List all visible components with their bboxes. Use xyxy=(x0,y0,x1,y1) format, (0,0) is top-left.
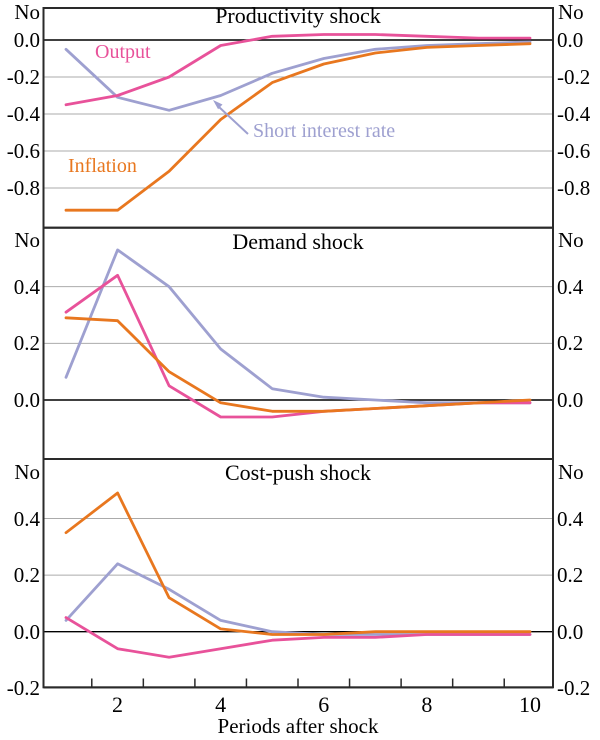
short-rate-line-label: Short interest rate xyxy=(253,120,396,142)
y-tick-label-left: 0.0 xyxy=(13,619,40,644)
y-tick-label-right: 0.2 xyxy=(557,563,584,588)
y-tick-label-left: 0.2 xyxy=(13,563,40,588)
series-line-short_rate-panel-2 xyxy=(64,248,532,405)
y-tick-label-right: 0.0 xyxy=(557,28,584,52)
x-tick-label: 4 xyxy=(215,692,227,717)
x-tick-label: 10 xyxy=(519,692,541,717)
y-tick-label-left: -0.6 xyxy=(6,139,40,163)
series-line-inflation-panel-3 xyxy=(64,491,532,636)
y-tick-label-left: -0.2 xyxy=(6,65,40,89)
y-tick-label-left: 0.4 xyxy=(13,274,40,299)
y-tick-label-right: 0.2 xyxy=(557,331,584,356)
y-tick-label-right: 0.4 xyxy=(557,274,584,299)
y-tick-label-right: -0.4 xyxy=(557,102,591,126)
y-tick-label-left: -0.8 xyxy=(6,176,40,200)
y-tick-label-right: -0.6 xyxy=(557,139,591,163)
y-tick-label-right: -0.8 xyxy=(557,176,591,200)
unit-label-left: No xyxy=(14,460,40,484)
series-line-output-panel-1 xyxy=(64,33,532,107)
series-line-inflation-panel-1 xyxy=(64,42,532,212)
y-tick-label-left: -0.4 xyxy=(6,102,40,126)
unit-label-right: No xyxy=(558,0,584,24)
y-tick-label-left: 0.2 xyxy=(13,331,40,356)
x-axis-title: Periods after shock xyxy=(217,714,379,738)
inflation-line-label: Inflation xyxy=(68,155,137,177)
y-tick-label-left: 0.0 xyxy=(13,28,40,52)
series-line-output-panel-3 xyxy=(64,616,532,659)
panel-title-demand: Demand shock xyxy=(232,229,364,254)
panel-title-productivity: Productivity shock xyxy=(215,3,381,28)
y-tick-label-right: -0.2 xyxy=(557,676,591,701)
y-tick-label-right: 0.0 xyxy=(557,619,584,644)
y-tick-label-left: -0.2 xyxy=(6,676,40,701)
x-tick-label: 8 xyxy=(421,692,433,717)
y-tick-label-left: 0.4 xyxy=(13,506,40,531)
y-tick-label-right: 0.4 xyxy=(557,506,584,531)
y-tick-label-left: 0.0 xyxy=(13,388,40,412)
x-tick-label: 6 xyxy=(318,692,330,717)
x-tick-label: 2 xyxy=(112,692,124,717)
series-line-output-panel-2 xyxy=(64,273,532,419)
short-rate-arrow xyxy=(218,106,249,135)
y-tick-label-right: 0.0 xyxy=(557,388,584,412)
series-line-inflation-panel-2 xyxy=(64,316,532,413)
y-tick-label-right: -0.2 xyxy=(557,65,591,89)
unit-label-right: No xyxy=(558,227,584,252)
short-rate-arrowhead-icon xyxy=(213,100,223,110)
unit-label-right: No xyxy=(558,460,584,484)
panel-border xyxy=(42,458,554,689)
series-line-short_rate-panel-1 xyxy=(64,40,532,112)
unit-label-left: No xyxy=(14,227,40,252)
panel-title-costpush: Cost-push shock xyxy=(224,460,372,485)
output-line-label: Output xyxy=(95,41,151,63)
unit-label-left: No xyxy=(14,0,40,24)
series-line-short_rate-panel-3 xyxy=(64,562,532,636)
